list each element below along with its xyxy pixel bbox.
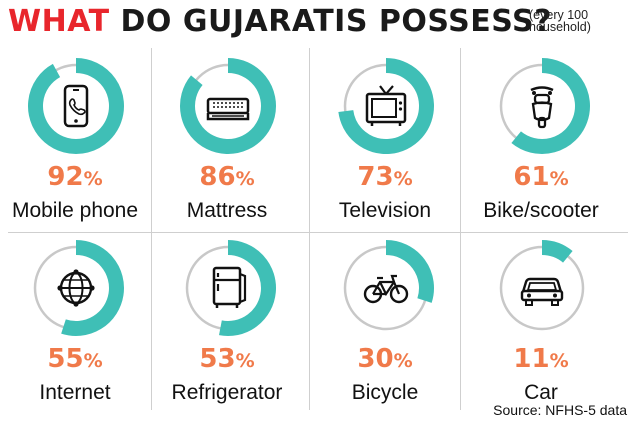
category-label: Bike/scooter [483, 199, 599, 222]
donut-bicycle [334, 236, 438, 340]
donut-cell-refrigerator: 53% Refrigerator [152, 236, 302, 426]
percent-label: 30% [310, 344, 460, 376]
percent-sign: % [393, 350, 413, 372]
category-label: Mobile phone [11, 199, 139, 222]
television-icon [362, 82, 410, 130]
percent-sign: % [83, 168, 103, 190]
donut-arc-television [338, 58, 434, 154]
percent-value: 92 [47, 162, 84, 192]
percent-value: 53 [199, 344, 236, 374]
divider-vertical-2 [309, 48, 310, 410]
percent-value: 55 [47, 344, 84, 374]
mobile-phone-icon [52, 82, 100, 130]
donut-arc-mobile-phone [28, 58, 124, 154]
percent-sign: % [549, 168, 569, 190]
donut-cell-bike-scooter: 61% Bike/scooter [466, 54, 616, 244]
percent-label: 11% [466, 344, 616, 376]
donut-arc-bicycle [385, 240, 434, 303]
unit-note-line2: household) [529, 20, 591, 34]
title-rest: DO GUJARATIS POSSESS? [120, 4, 553, 39]
percent-value: 86 [199, 162, 236, 192]
percent-value: 11 [513, 344, 550, 374]
percent-value: 30 [357, 344, 394, 374]
refrigerator-icon [204, 264, 252, 312]
donut-arc-mattress [180, 58, 276, 154]
divider-vertical-1 [151, 48, 152, 410]
category-label: Mattress [186, 199, 268, 222]
category-label: Television [338, 199, 432, 222]
scooter-icon [518, 82, 566, 130]
percent-sign: % [235, 168, 255, 190]
percent-sign: % [83, 350, 103, 372]
mattress-icon [204, 82, 252, 130]
divider-horizontal [8, 232, 628, 233]
percent-label: 86% [152, 162, 302, 194]
donut-arc-car [541, 240, 573, 263]
category-label: Bicycle [351, 381, 419, 404]
donut-mattress [176, 54, 280, 158]
percent-value: 61 [513, 162, 550, 192]
percent-sign: % [549, 350, 569, 372]
title-highlight: WHAT [8, 4, 110, 39]
donut-mobile-phone [24, 54, 128, 158]
divider-vertical-3 [460, 48, 461, 410]
donut-refrigerator [176, 236, 280, 340]
chart-title: WHAT DO GUJARATIS POSSESS? [8, 2, 552, 42]
percent-label: 73% [310, 162, 460, 194]
donut-television [334, 54, 438, 158]
donut-cell-internet: 55% Internet [0, 236, 150, 426]
donut-car [490, 236, 594, 340]
donut-bike-scooter [490, 54, 594, 158]
globe-icon [52, 264, 100, 312]
percent-sign: % [235, 350, 255, 372]
car-icon [518, 264, 566, 312]
category-label: Refrigerator [171, 381, 283, 404]
percent-sign: % [393, 168, 413, 190]
donut-cell-mobile-phone: 92% Mobile phone [0, 54, 150, 244]
unit-note-line1: (every 100 [529, 8, 589, 22]
donut-cell-mattress: 86% Mattress [152, 54, 302, 244]
donut-arc-refrigerator [219, 240, 276, 336]
percent-label: 92% [0, 162, 150, 194]
donut-cell-car: 11% Car [466, 236, 616, 426]
source-note: Source: NFHS-5 data [493, 402, 627, 418]
donut-arc-internet [61, 240, 124, 336]
category-label: Car [524, 381, 558, 404]
percent-value: 73 [357, 162, 394, 192]
donut-cell-television: 73% Television [310, 54, 460, 244]
donut-internet [24, 236, 128, 340]
percent-label: 53% [152, 344, 302, 376]
bicycle-icon [362, 264, 410, 312]
donut-cell-bicycle: 30% Bicycle [310, 236, 460, 426]
donut-arc-bike-scooter [511, 58, 590, 154]
percent-label: 61% [466, 162, 616, 194]
percent-label: 55% [0, 344, 150, 376]
category-label: Internet [39, 381, 111, 404]
unit-note: (every 100 household) [529, 8, 629, 34]
